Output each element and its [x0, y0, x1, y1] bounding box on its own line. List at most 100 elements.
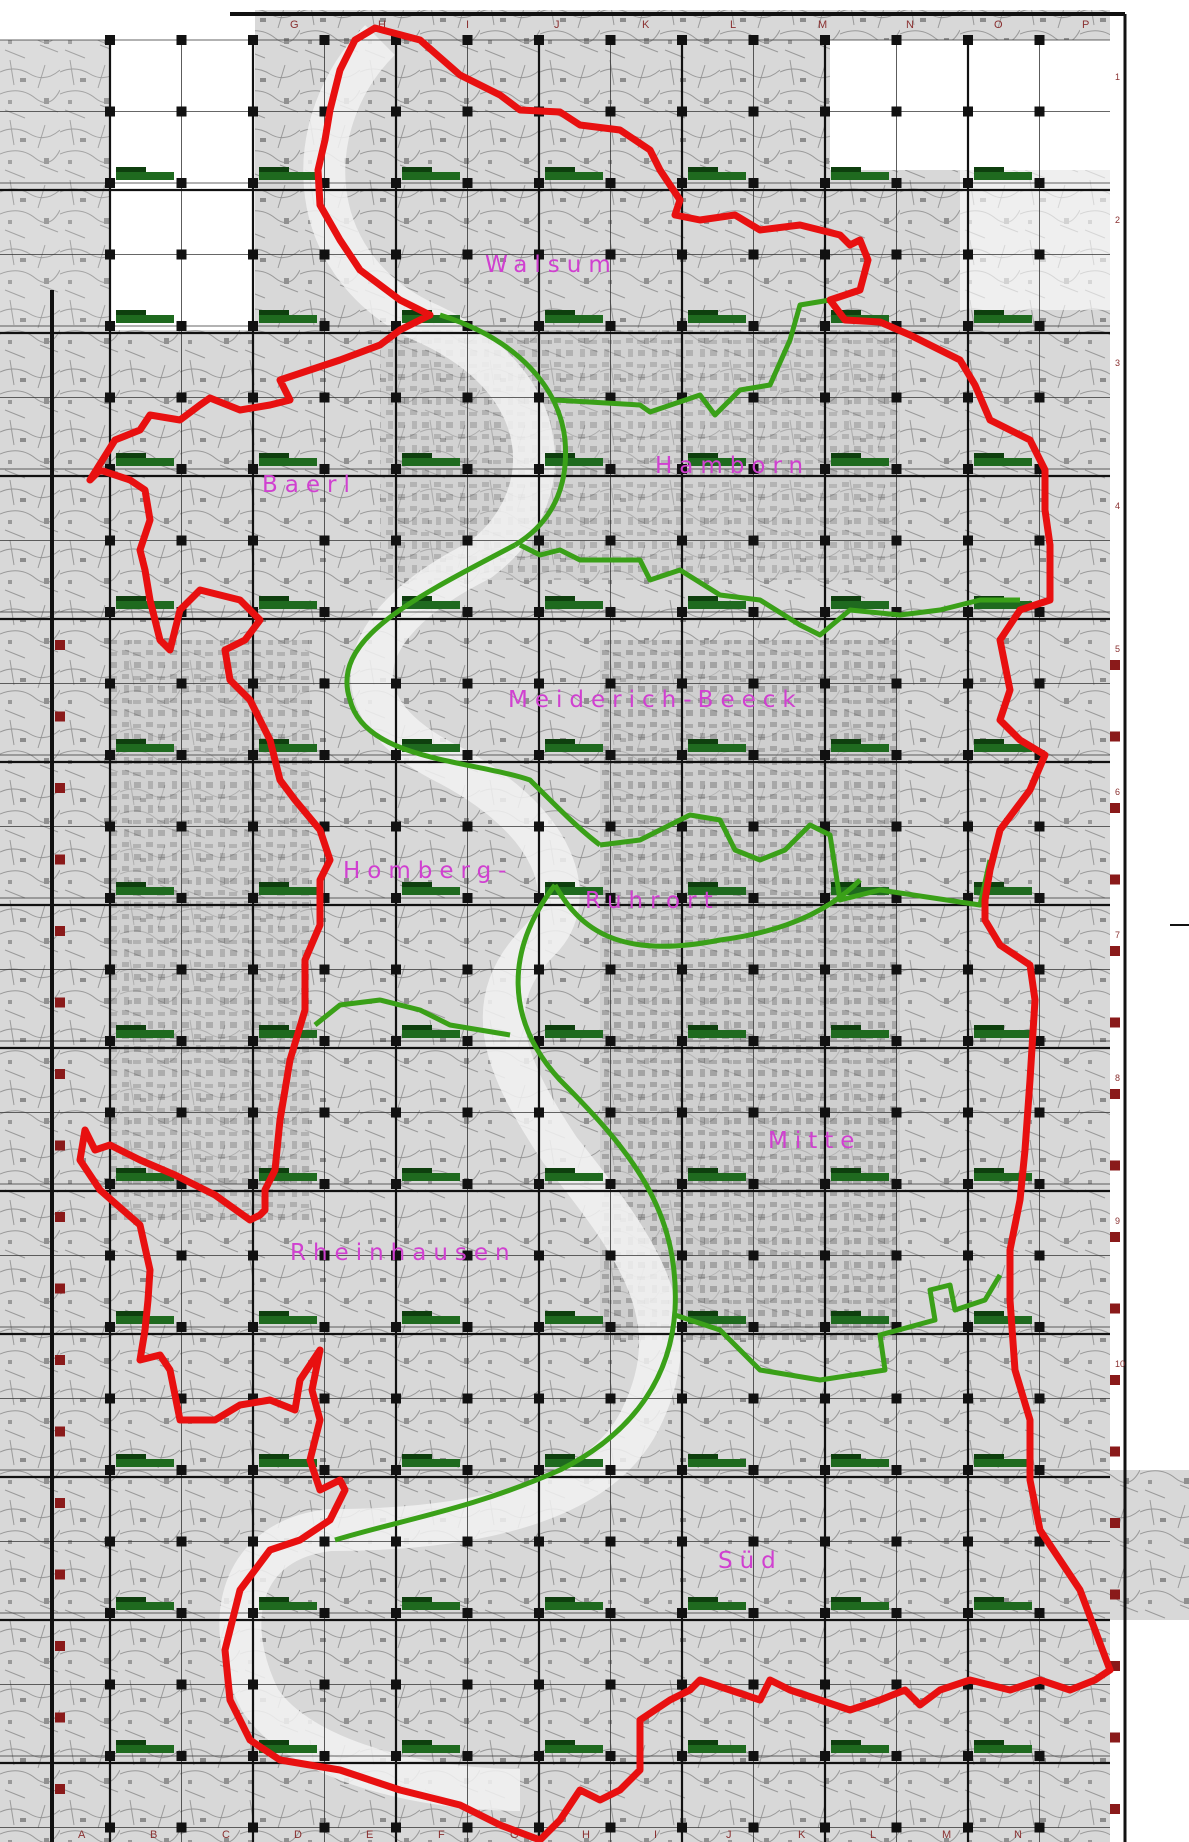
sheet-marker-bar	[402, 1597, 432, 1602]
sheet-marker-bar	[831, 1597, 861, 1602]
sheet-marker-bar	[402, 1316, 460, 1324]
axis-tick-left	[55, 997, 65, 1008]
grid-node-marker	[677, 1107, 687, 1118]
grid-node-marker	[534, 1250, 544, 1261]
grid-node-marker	[176, 464, 187, 474]
sheet-marker-bar	[974, 887, 1032, 895]
row-number-right: 3	[1115, 358, 1120, 368]
axis-tick-left	[55, 1355, 65, 1365]
sheet-marker-bar	[116, 310, 146, 315]
grid-node-marker	[319, 1250, 330, 1261]
column-letter-bottom: N	[1014, 1829, 1022, 1841]
sheet-marker-bar	[116, 1173, 174, 1181]
grid-node-marker	[176, 249, 187, 260]
grid-node-marker	[248, 1465, 258, 1475]
grid-node-marker	[319, 392, 330, 403]
axis-tick-left	[55, 1712, 65, 1723]
sheet-marker-bar	[974, 1311, 1004, 1316]
grid-node-marker	[534, 1393, 544, 1404]
map-frame	[50, 12, 1189, 1842]
sheet-marker-bar	[259, 1311, 289, 1316]
sheet-marker-bar	[545, 601, 603, 609]
column-letter-bottom: K	[798, 1829, 806, 1841]
sheet-marker-bar	[116, 1454, 146, 1459]
grid-node-marker	[963, 178, 973, 188]
sheet-marker-bar	[545, 315, 603, 323]
sheet-marker-bar	[831, 1173, 889, 1181]
sheet-marker-bar	[974, 1030, 1032, 1038]
grid-node-marker	[462, 1322, 473, 1332]
grid-node-marker	[605, 1679, 616, 1690]
grid-node-marker	[534, 1751, 544, 1761]
grid-node-marker	[677, 821, 687, 832]
grid-node-marker	[891, 1822, 902, 1833]
grid-node-marker	[963, 464, 973, 474]
grid-node-marker	[605, 1465, 616, 1475]
grid-node-marker	[748, 1608, 759, 1618]
sheet-marker-bar	[688, 1459, 746, 1467]
grid-node-marker	[462, 35, 473, 45]
grid-node-marker	[820, 607, 830, 617]
grid-node-marker	[534, 392, 544, 403]
grid-node-marker	[963, 1179, 973, 1189]
row-number-right: 8	[1115, 1073, 1120, 1083]
grid-node-marker	[1034, 1393, 1045, 1404]
sheet-marker-bar	[545, 882, 575, 887]
grid-node-marker	[605, 1822, 616, 1833]
grid-node-marker	[963, 392, 973, 403]
sheet-marker-bar	[688, 1173, 746, 1181]
grid-node-marker	[963, 1393, 973, 1404]
grid-node-marker	[105, 321, 115, 331]
grid-node-marker	[605, 964, 616, 975]
column-letter-bottom: G	[510, 1829, 519, 1841]
grid-node-marker	[534, 607, 544, 617]
column-letter-top: P	[1082, 19, 1089, 31]
sheet-marker-bar	[259, 172, 317, 180]
grid-node-marker	[891, 1250, 902, 1261]
grid-node-marker	[534, 893, 544, 903]
grid-node-marker	[605, 392, 616, 403]
grid-node-marker	[319, 106, 330, 117]
district-label-meiderich-beeck: Meiderich-Beeck	[508, 687, 803, 713]
sheet-marker-bar	[545, 1597, 575, 1602]
grid-node-marker	[248, 678, 258, 689]
grid-node-marker	[605, 893, 616, 903]
column-letter-top: I	[466, 19, 469, 31]
grid-node-marker	[677, 1679, 687, 1690]
column-letter-bottom: C	[222, 1829, 230, 1841]
grid-node-marker	[462, 1465, 473, 1475]
sheet-marker-bar	[831, 601, 889, 609]
grid-node-marker	[820, 1822, 830, 1833]
sheet-marker-bar	[545, 739, 575, 744]
sheet-marker-bar	[974, 1454, 1004, 1459]
sheet-marker-bar	[974, 453, 1004, 458]
grid-node-marker	[677, 1465, 687, 1475]
grid-node-marker	[891, 464, 902, 474]
grid-node-marker	[820, 321, 830, 331]
grid-node-marker	[534, 1465, 544, 1475]
sheet-marker-bar	[974, 1602, 1032, 1610]
grid-node-marker	[891, 535, 902, 546]
column-letter-top: K	[642, 19, 650, 31]
sheet-marker-bar	[974, 172, 1032, 180]
grid-node-marker	[105, 106, 115, 117]
grid-node-marker	[677, 893, 687, 903]
sheet-marker-bar	[116, 1602, 174, 1610]
sheet-marker-bar	[974, 1597, 1004, 1602]
grid-node-marker	[391, 1322, 401, 1332]
grid-node-marker	[820, 1536, 830, 1547]
sheet-marker-bar	[545, 1740, 575, 1745]
sheet-marker-bar	[831, 1025, 861, 1030]
sheet-marker-bar	[402, 601, 460, 609]
grid-node-marker	[176, 1250, 187, 1261]
grid-node-marker	[391, 1393, 401, 1404]
grid-node-marker	[462, 178, 473, 188]
grid-node-marker	[248, 35, 258, 45]
sheet-marker-bar	[116, 882, 146, 887]
sheet-marker-bar	[259, 453, 289, 458]
grid-node-marker	[820, 1679, 830, 1690]
grid-node-marker	[176, 392, 187, 403]
axis-tick-left	[55, 1784, 65, 1794]
grid-node-marker	[605, 1107, 616, 1118]
sheet-marker-bar	[402, 1602, 460, 1610]
